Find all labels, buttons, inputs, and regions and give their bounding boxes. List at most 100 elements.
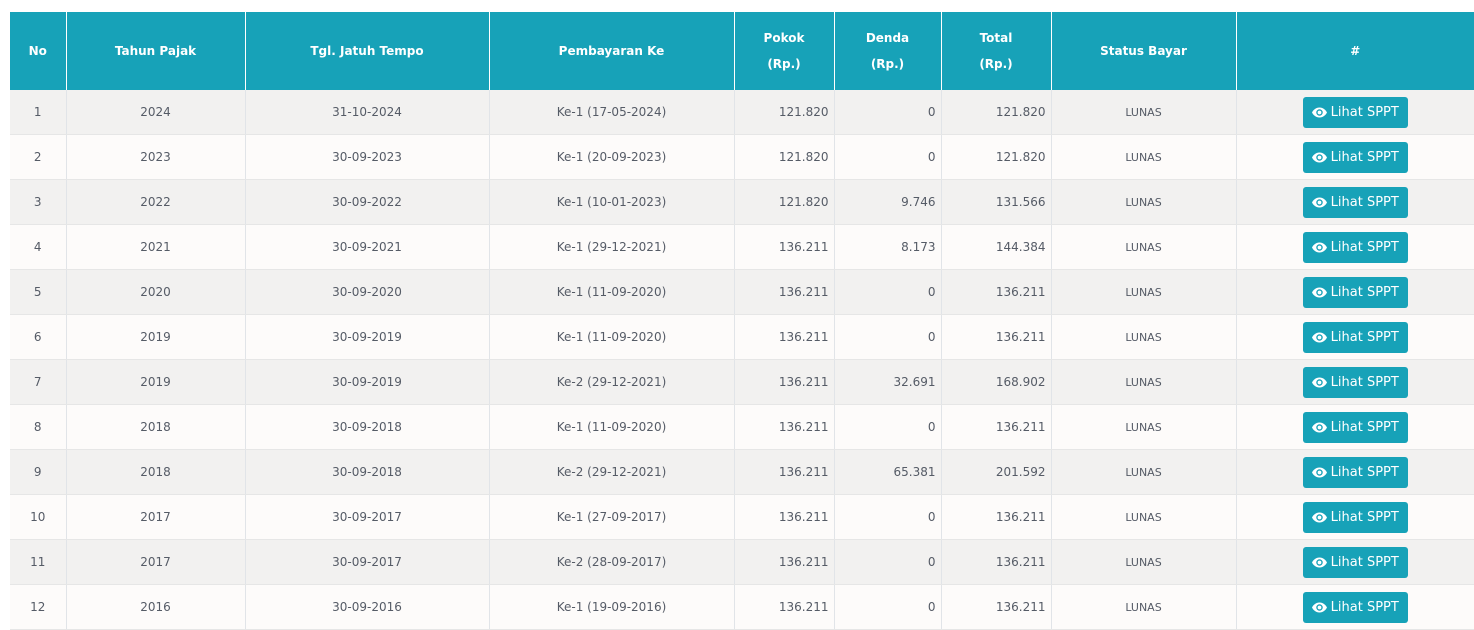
cell-status-bayar: LUNAS <box>1051 90 1237 135</box>
eye-icon <box>1311 557 1327 568</box>
cell-no: 4 <box>10 224 67 270</box>
cell-pembayaran-ke: Ke-2 (29-12-2021) <box>489 449 735 495</box>
header-tahun-pajak: Tahun Pajak <box>66 12 246 90</box>
cell-denda: 0 <box>834 494 942 540</box>
cell-status-bayar: LUNAS <box>1051 269 1237 315</box>
cell-tgl-jatuh-tempo: 30-09-2022 <box>245 179 490 225</box>
eye-icon <box>1311 287 1327 298</box>
cell-total: 201.592 <box>941 449 1052 495</box>
cell-status-bayar: LUNAS <box>1051 584 1237 630</box>
cell-no: 11 <box>10 539 67 585</box>
cell-denda: 0 <box>834 134 942 180</box>
lihat-sppt-button[interactable]: Lihat SPPT <box>1302 411 1408 443</box>
lihat-sppt-button[interactable]: Lihat SPPT <box>1302 231 1408 263</box>
cell-status-bayar: LUNAS <box>1051 314 1237 360</box>
eye-icon <box>1311 512 1327 523</box>
cell-denda: 0 <box>834 314 942 360</box>
cell-pokok: 136.211 <box>734 449 835 495</box>
cell-tgl-jatuh-tempo: 30-09-2017 <box>245 494 490 540</box>
cell-total: 121.820 <box>941 134 1052 180</box>
cell-tahun-pajak: 2018 <box>66 404 246 450</box>
lihat-sppt-button[interactable]: Lihat SPPT <box>1302 141 1408 173</box>
cell-total: 168.902 <box>941 359 1052 405</box>
header-tgl-jatuh-tempo: Tgl. Jatuh Tempo <box>245 12 490 90</box>
cell-tgl-jatuh-tempo: 30-09-2018 <box>245 449 490 495</box>
cell-pokok: 121.820 <box>734 90 835 135</box>
cell-total: 136.211 <box>941 269 1052 315</box>
cell-status-bayar: LUNAS <box>1051 539 1237 585</box>
cell-tahun-pajak: 2023 <box>66 134 246 180</box>
lihat-sppt-button[interactable]: Lihat SPPT <box>1302 96 1408 128</box>
cell-denda: 65.381 <box>834 449 942 495</box>
cell-action: Lihat SPPT <box>1236 134 1474 180</box>
cell-status-bayar: LUNAS <box>1051 134 1237 180</box>
cell-action: Lihat SPPT <box>1236 269 1474 315</box>
cell-pembayaran-ke: Ke-1 (19-09-2016) <box>489 584 735 630</box>
cell-no: 2 <box>10 134 67 180</box>
cell-tahun-pajak: 2019 <box>66 314 246 360</box>
eye-icon <box>1311 602 1327 613</box>
cell-total: 136.211 <box>941 404 1052 450</box>
cell-tgl-jatuh-tempo: 30-09-2017 <box>245 539 490 585</box>
cell-action: Lihat SPPT <box>1236 359 1474 405</box>
cell-tahun-pajak: 2019 <box>66 359 246 405</box>
cell-action: Lihat SPPT <box>1236 494 1474 540</box>
header-total-unit: (Rp.) <box>979 57 1013 71</box>
header-pokok: Pokok (Rp.) <box>734 12 835 90</box>
cell-total: 136.211 <box>941 539 1052 585</box>
cell-action: Lihat SPPT <box>1236 539 1474 585</box>
lihat-sppt-button[interactable]: Lihat SPPT <box>1302 456 1408 488</box>
lihat-sppt-button[interactable]: Lihat SPPT <box>1302 546 1408 578</box>
cell-pokok: 136.211 <box>734 584 835 630</box>
cell-tahun-pajak: 2016 <box>66 584 246 630</box>
lihat-sppt-button[interactable]: Lihat SPPT <box>1302 591 1408 623</box>
cell-total: 131.566 <box>941 179 1052 225</box>
cell-pembayaran-ke: Ke-1 (27-09-2017) <box>489 494 735 540</box>
cell-total: 121.820 <box>941 90 1052 135</box>
lihat-sppt-button[interactable]: Lihat SPPT <box>1302 321 1408 353</box>
cell-tahun-pajak: 2024 <box>66 90 246 135</box>
lihat-sppt-button[interactable]: Lihat SPPT <box>1302 501 1408 533</box>
lihat-sppt-button[interactable]: Lihat SPPT <box>1302 186 1408 218</box>
cell-action: Lihat SPPT <box>1236 449 1474 495</box>
lihat-sppt-button[interactable]: Lihat SPPT <box>1302 366 1408 398</box>
cell-denda: 0 <box>834 539 942 585</box>
cell-pokok: 136.211 <box>734 314 835 360</box>
table-row: 11 2017 30-09-2017 Ke-2 (28-09-2017) 136.211… <box>10 539 1474 585</box>
cell-no: 9 <box>10 449 67 495</box>
lihat-sppt-label: Lihat SPPT <box>1330 554 1399 570</box>
table-header-row: No Tahun Pajak Tgl. Jatuh Tempo Pembayar… <box>10 12 1474 90</box>
cell-tgl-jatuh-tempo: 30-09-2019 <box>245 314 490 360</box>
lihat-sppt-label: Lihat SPPT <box>1330 329 1399 345</box>
header-total: Total (Rp.) <box>941 12 1052 90</box>
cell-status-bayar: LUNAS <box>1051 404 1237 450</box>
header-denda-label: Denda <box>865 31 910 45</box>
cell-status-bayar: LUNAS <box>1051 179 1237 225</box>
cell-no: 10 <box>10 494 67 540</box>
cell-action: Lihat SPPT <box>1236 224 1474 270</box>
cell-no: 5 <box>10 269 67 315</box>
cell-pembayaran-ke: Ke-1 (11-09-2020) <box>489 269 735 315</box>
cell-tgl-jatuh-tempo: 30-09-2020 <box>245 269 490 315</box>
cell-pembayaran-ke: Ke-1 (10-01-2023) <box>489 179 735 225</box>
cell-denda: 8.173 <box>834 224 942 270</box>
cell-pembayaran-ke: Ke-2 (28-09-2017) <box>489 539 735 585</box>
cell-pembayaran-ke: Ke-1 (11-09-2020) <box>489 404 735 450</box>
cell-tgl-jatuh-tempo: 31-10-2024 <box>245 90 490 135</box>
cell-action: Lihat SPPT <box>1236 404 1474 450</box>
cell-tahun-pajak: 2018 <box>66 449 246 495</box>
table-row: 1 2024 31-10-2024 Ke-1 (17-05-2024) 121.820 0… <box>10 90 1474 135</box>
table-row: 7 2019 30-09-2019 Ke-2 (29-12-2021) 136.211 3… <box>10 359 1474 405</box>
lihat-sppt-label: Lihat SPPT <box>1330 509 1399 525</box>
cell-tgl-jatuh-tempo: 30-09-2023 <box>245 134 490 180</box>
lihat-sppt-label: Lihat SPPT <box>1330 284 1399 300</box>
lihat-sppt-label: Lihat SPPT <box>1330 374 1399 390</box>
cell-total: 144.384 <box>941 224 1052 270</box>
table-row: 6 2019 30-09-2019 Ke-1 (11-09-2020) 136.211 0… <box>10 314 1474 360</box>
lihat-sppt-button[interactable]: Lihat SPPT <box>1302 276 1408 308</box>
table-row: 5 2020 30-09-2020 Ke-1 (11-09-2020) 136.211 0… <box>10 269 1474 315</box>
cell-denda: 9.746 <box>834 179 942 225</box>
cell-action: Lihat SPPT <box>1236 314 1474 360</box>
cell-action: Lihat SPPT <box>1236 584 1474 630</box>
cell-no: 8 <box>10 404 67 450</box>
